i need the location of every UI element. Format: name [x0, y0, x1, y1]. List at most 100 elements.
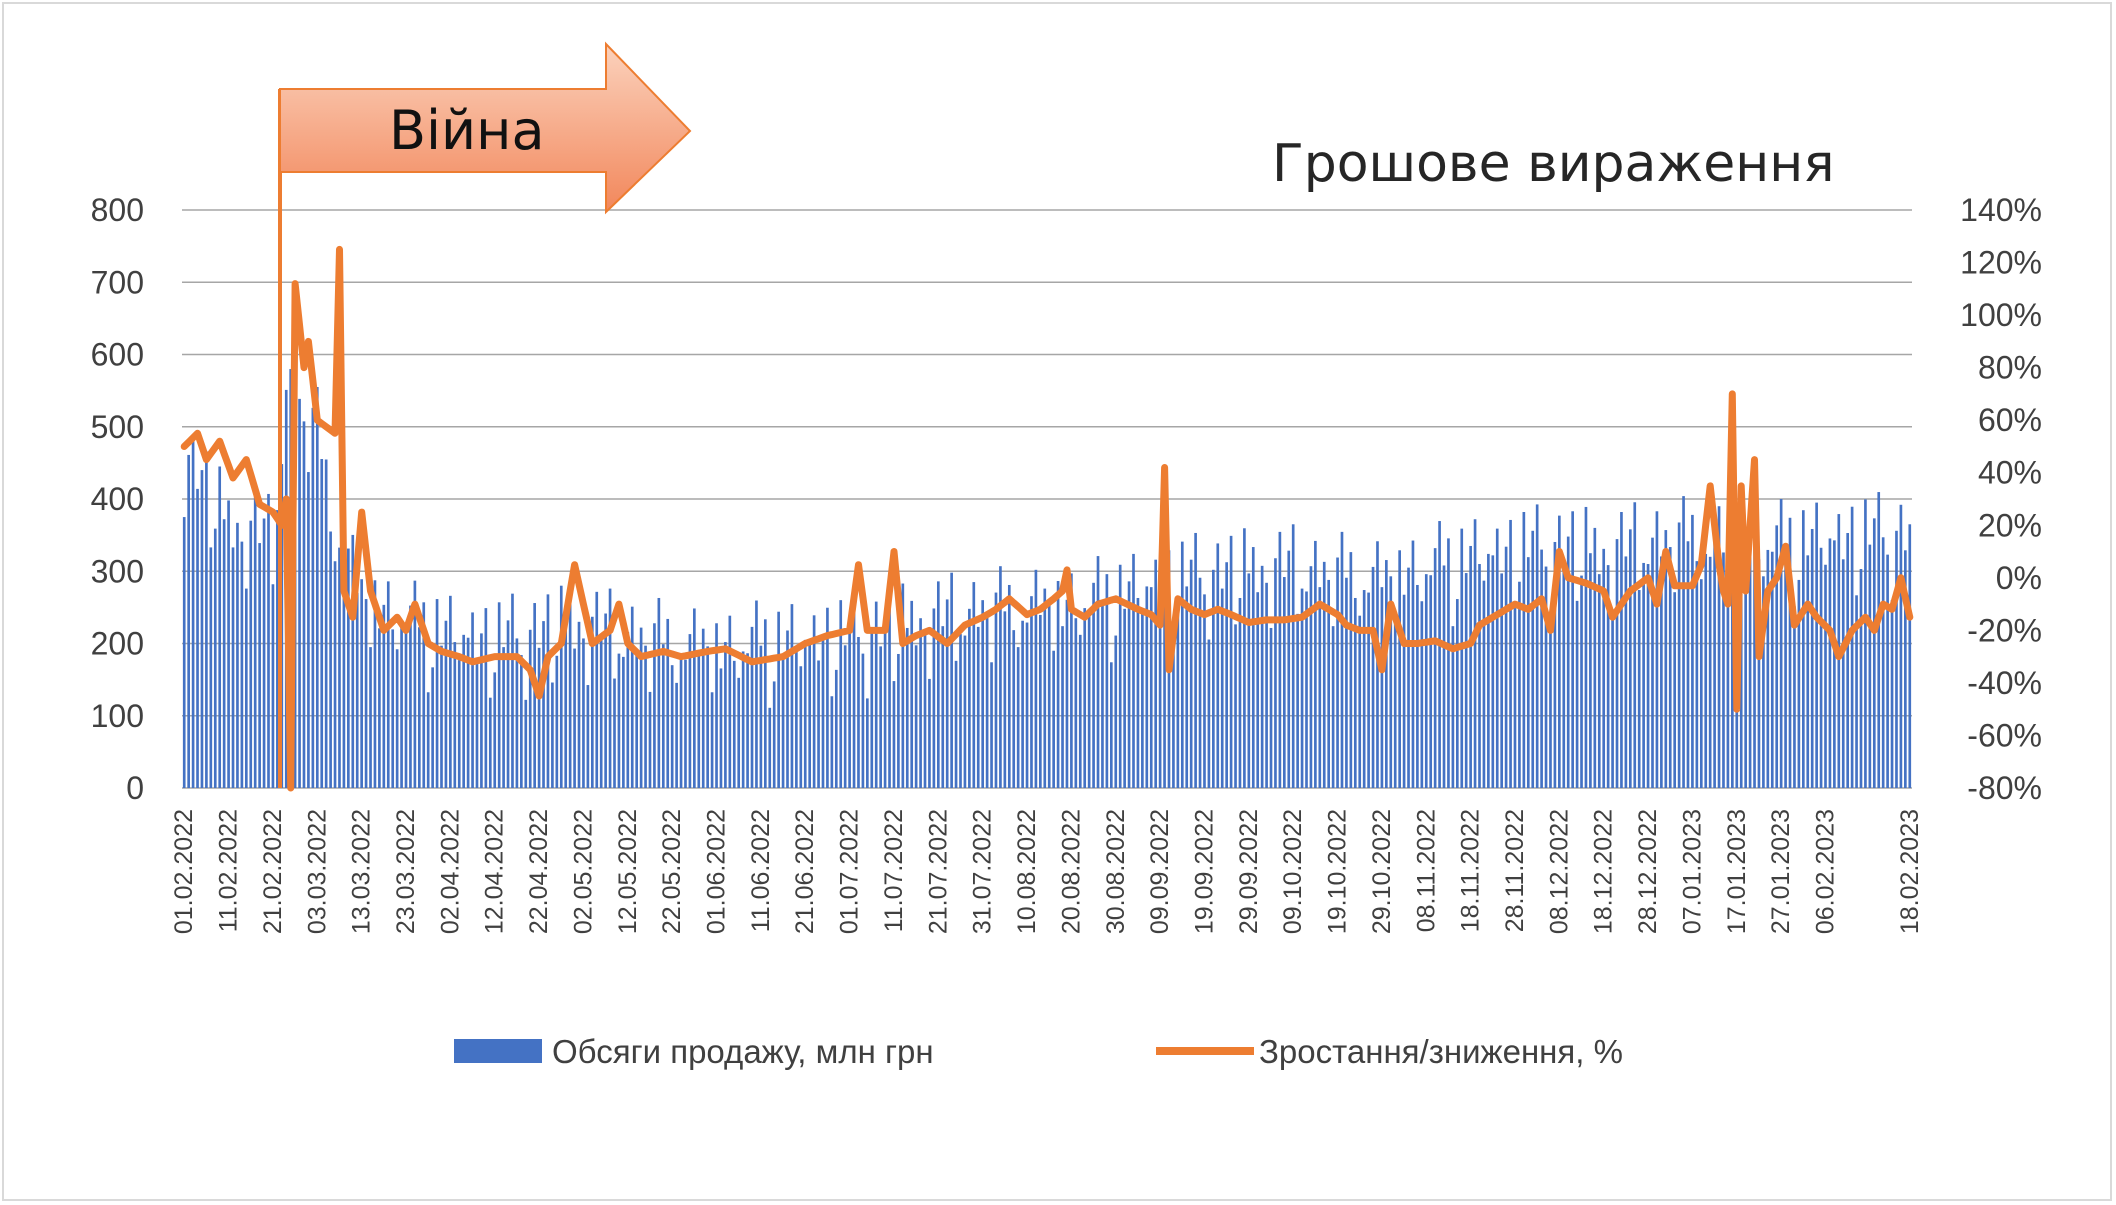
bar: [1047, 605, 1051, 788]
bar: [320, 459, 324, 788]
bar: [1198, 577, 1202, 788]
bar: [1801, 510, 1805, 788]
bar: [661, 644, 665, 788]
bar: [985, 617, 989, 788]
bar: [737, 677, 741, 788]
bar: [196, 488, 199, 788]
bar: [1522, 512, 1526, 788]
bar: [1189, 559, 1193, 788]
bar: [1247, 573, 1251, 788]
bar: [1331, 626, 1335, 788]
bar: [435, 599, 439, 788]
bar: [639, 627, 643, 788]
bar: [1575, 600, 1579, 788]
bar: [1544, 566, 1548, 788]
bar: [1655, 511, 1659, 788]
bar: [240, 541, 244, 788]
bar: [1220, 588, 1224, 788]
bar: [395, 649, 399, 788]
bar: [941, 626, 945, 788]
bar: [1753, 514, 1756, 788]
bar: [755, 600, 758, 788]
bar: [528, 629, 532, 788]
bar: [1433, 548, 1437, 788]
bar: [1305, 591, 1308, 788]
bar: [1087, 609, 1091, 788]
bar: [218, 466, 222, 788]
x-tick-label: 18.02.2023: [1896, 809, 1924, 934]
bar: [1549, 611, 1552, 788]
legend-bar-swatch: [454, 1039, 542, 1063]
bar: [839, 600, 843, 788]
bar: [715, 623, 718, 788]
bar: [1833, 540, 1836, 788]
bar: [812, 615, 816, 788]
bar: [1895, 530, 1898, 788]
x-tick-label: 21.06.2022: [791, 809, 819, 934]
bar: [484, 608, 488, 788]
bar: [1571, 511, 1574, 788]
bar: [187, 454, 190, 788]
bar: [1420, 601, 1424, 788]
bar: [1810, 528, 1814, 788]
bar: [1180, 541, 1184, 788]
bar: [653, 623, 656, 788]
bar: [1216, 543, 1220, 788]
bar: [866, 698, 869, 788]
bar: [1149, 587, 1153, 788]
bar: [1318, 587, 1322, 788]
bar: [954, 660, 958, 788]
bar: [781, 656, 785, 788]
y-right-tick-label: 60%: [1978, 402, 2042, 438]
bar: [848, 618, 851, 788]
bar: [1464, 573, 1468, 788]
bar: [630, 606, 634, 788]
bar: [1593, 527, 1597, 788]
bar: [1673, 592, 1677, 788]
bar: [1620, 512, 1623, 788]
bar: [772, 681, 776, 788]
x-tick-label: 03.03.2022: [303, 809, 331, 934]
bar: [666, 618, 670, 788]
bar: [1327, 579, 1331, 788]
war-annotation: Війна: [278, 41, 692, 788]
x-tick-label: 21.07.2022: [924, 809, 952, 934]
bar: [373, 580, 377, 788]
legend-line-label: Зростання/зниження, %: [1259, 1033, 1623, 1070]
bar: [324, 459, 328, 788]
bar: [1864, 499, 1867, 788]
bar: [1868, 544, 1872, 788]
bar: [857, 636, 860, 788]
bar: [701, 628, 705, 788]
bar: [1664, 530, 1668, 788]
bar: [586, 685, 590, 788]
x-tick-label: 31.07.2022: [969, 809, 997, 934]
bar: [1699, 579, 1703, 788]
bar: [644, 645, 647, 788]
bar: [1424, 574, 1428, 788]
bar: [258, 543, 261, 788]
bar: [1442, 565, 1446, 788]
bar: [1141, 613, 1144, 788]
bar: [1127, 581, 1131, 788]
x-tick-label: 09.10.2022: [1279, 809, 1307, 934]
y-left-tick-label: 400: [91, 481, 144, 517]
x-tick-label: 27.01.2023: [1767, 809, 1795, 934]
x-tick-label: 22.04.2022: [525, 809, 553, 934]
bar: [564, 630, 568, 788]
bar: [1278, 531, 1282, 788]
bar: [1908, 524, 1912, 788]
bar: [879, 646, 882, 788]
bar: [1859, 569, 1863, 788]
bar: [1846, 533, 1850, 788]
x-tick-label: 18.11.2022: [1457, 809, 1485, 932]
bar: [763, 619, 767, 788]
bar: [488, 697, 492, 788]
bar: [1114, 635, 1118, 788]
bar: [1229, 535, 1233, 788]
y-left-tick-label: 700: [91, 264, 144, 300]
bar: [1904, 550, 1907, 788]
bar: [1251, 547, 1255, 788]
bar: [422, 602, 426, 788]
bar: [1757, 559, 1761, 788]
